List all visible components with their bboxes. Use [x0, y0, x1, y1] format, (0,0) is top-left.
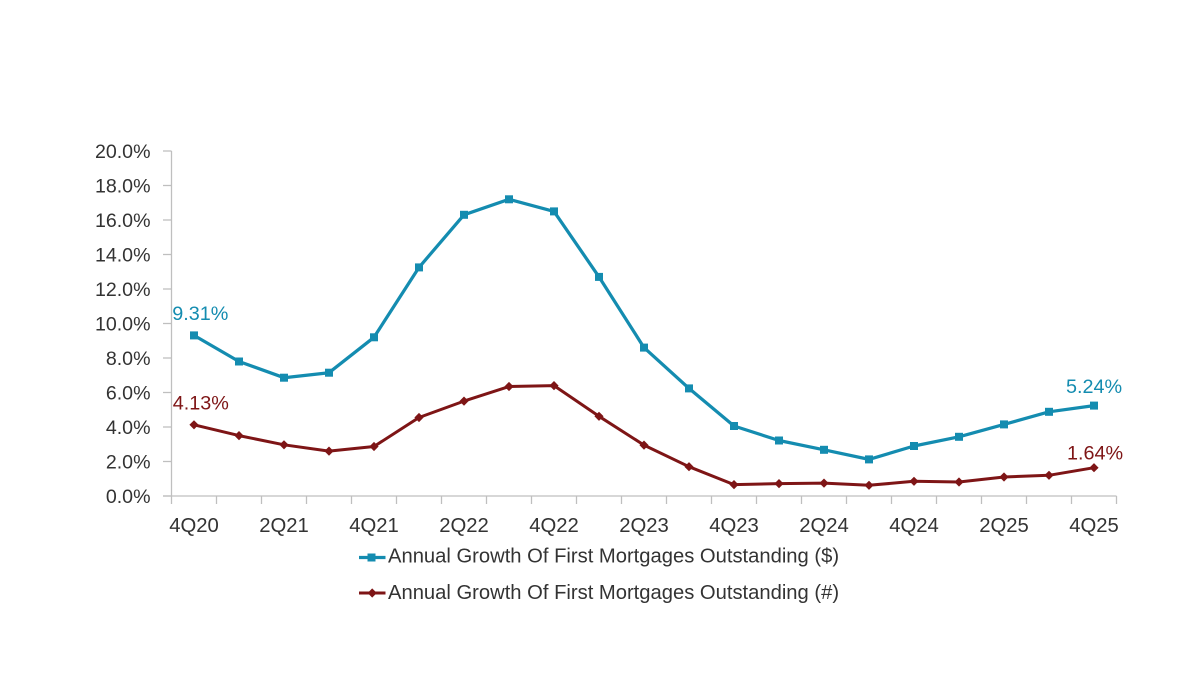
svg-text:2Q25: 2Q25: [979, 515, 1029, 537]
svg-text:4Q22: 4Q22: [529, 515, 579, 537]
svg-text:20.0%: 20.0%: [95, 141, 151, 163]
svg-text:4Q24: 4Q24: [889, 515, 939, 537]
svg-text:4Q20: 4Q20: [169, 515, 219, 537]
svg-text:12.0%: 12.0%: [95, 279, 151, 301]
svg-text:2.0%: 2.0%: [106, 451, 151, 473]
svg-text:4Q25: 4Q25: [1069, 515, 1119, 537]
svg-text:2Q22: 2Q22: [439, 515, 489, 537]
svg-text:4Q21: 4Q21: [349, 515, 399, 537]
svg-text:2Q21: 2Q21: [259, 515, 309, 537]
svg-text:0.0%: 0.0%: [106, 486, 151, 508]
svg-text:2Q24: 2Q24: [799, 515, 849, 537]
svg-text:5.24%: 5.24%: [1066, 376, 1122, 398]
svg-text:Annual Growth Of First Mortgag: Annual Growth Of First Mortgages Outstan…: [388, 582, 839, 604]
svg-text:1.64%: 1.64%: [1067, 442, 1123, 464]
svg-text:Annual Growth Of First Mortgag: Annual Growth Of First Mortgages Outstan…: [388, 546, 839, 568]
svg-text:4.13%: 4.13%: [173, 393, 229, 415]
svg-text:9.31%: 9.31%: [172, 303, 228, 325]
svg-text:16.0%: 16.0%: [95, 210, 151, 232]
svg-text:6.0%: 6.0%: [106, 382, 151, 404]
svg-text:2Q23: 2Q23: [619, 515, 669, 537]
svg-text:18.0%: 18.0%: [95, 175, 151, 197]
svg-text:10.0%: 10.0%: [95, 313, 151, 335]
svg-text:14.0%: 14.0%: [95, 244, 151, 266]
svg-text:4Q23: 4Q23: [709, 515, 759, 537]
svg-text:8.0%: 8.0%: [106, 348, 151, 370]
svg-text:4.0%: 4.0%: [106, 417, 151, 439]
